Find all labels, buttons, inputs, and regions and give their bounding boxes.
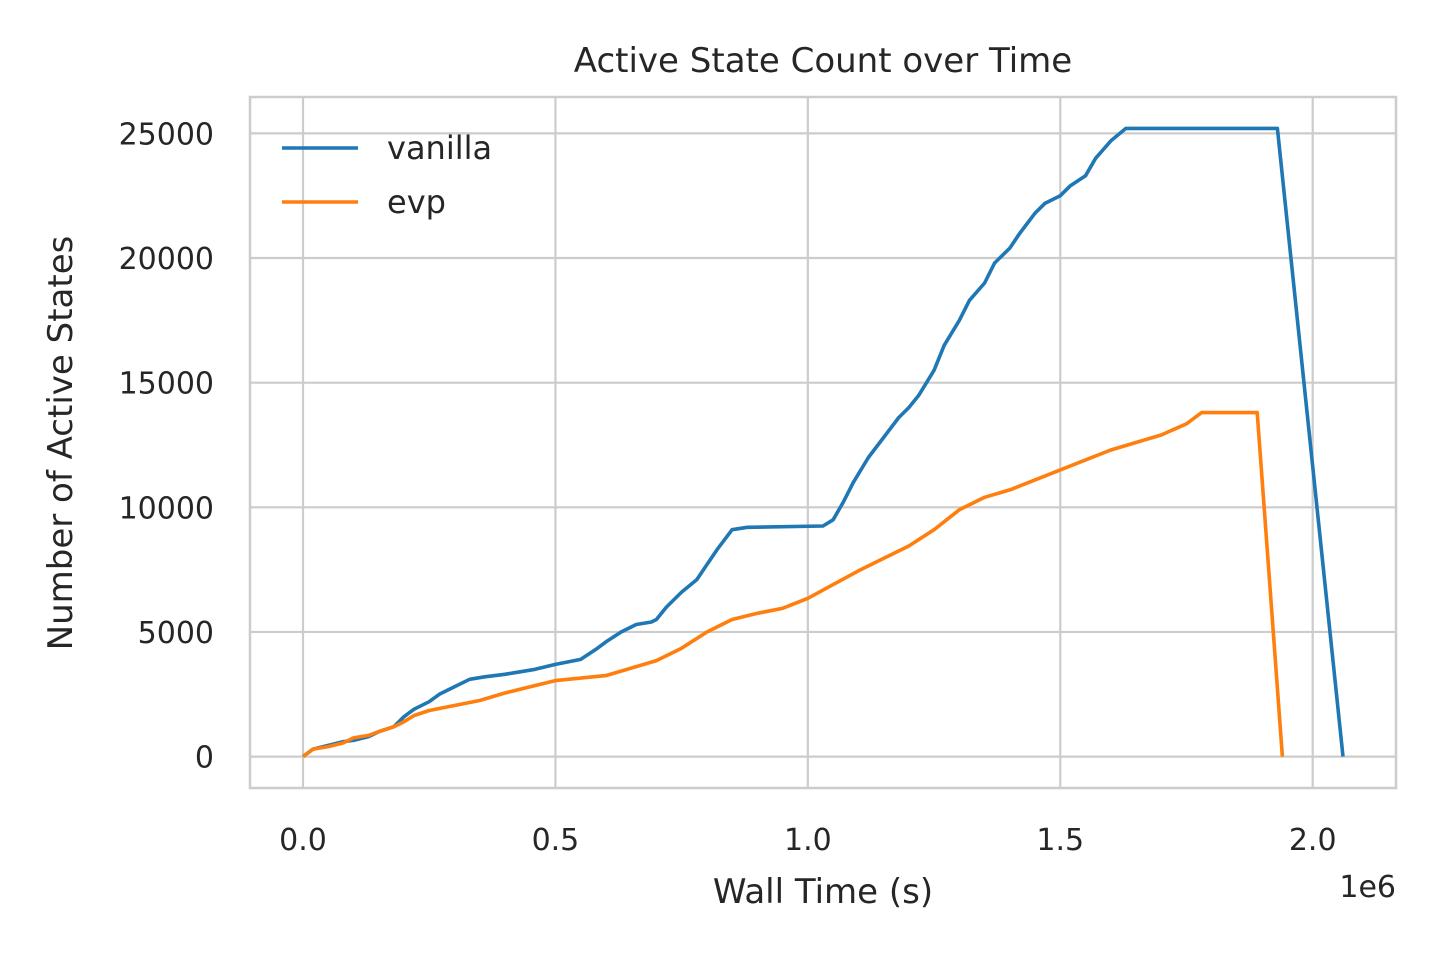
grid-lines (250, 97, 1396, 788)
y-axis-label: Number of Active States (41, 236, 81, 651)
legend-label-evp: evp (387, 183, 446, 221)
x-tick-label: 1.5 (1036, 823, 1084, 858)
y-tick-label: 0 (195, 741, 214, 776)
y-tick-label: 20000 (119, 242, 214, 277)
x-tick-label: 2.0 (1289, 823, 1337, 858)
plot-frame (248, 95, 1398, 790)
series-line-vanilla (301, 126, 1345, 759)
x-tick-label: 0.0 (279, 823, 327, 858)
y-tick-label: 10000 (119, 491, 214, 526)
series-line-evp (301, 410, 1285, 759)
y-tick-label: 5000 (138, 616, 214, 651)
tick-labels: 0.0 0.5 1.0 1.5 2.0 0 5000 10000 15000 20000 25000 (119, 117, 1337, 858)
x-axis-label: Wall Time (s) (713, 872, 933, 912)
legend: vanilla evp (282, 129, 492, 221)
chart-title: Active State Count over Time (574, 41, 1072, 81)
x-tick-label: 1.0 (784, 823, 832, 858)
y-tick-label: 15000 (119, 367, 214, 402)
x-tick-label: 0.5 (532, 823, 580, 858)
series-lines (301, 126, 1345, 759)
legend-label-vanilla: vanilla (387, 129, 492, 167)
y-tick-label: 25000 (119, 117, 214, 152)
x-axis-offset-label: 1e6 (1339, 870, 1396, 905)
